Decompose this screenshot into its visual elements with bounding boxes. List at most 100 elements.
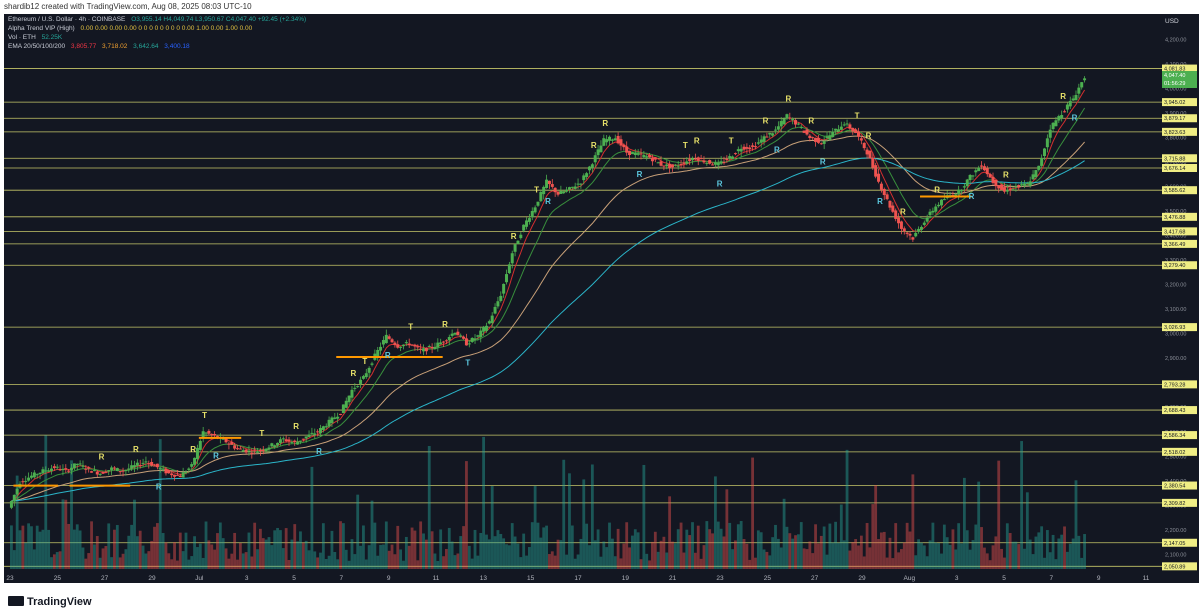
volume-bar xyxy=(416,560,420,569)
signal-label: R xyxy=(900,207,906,216)
volume-bar xyxy=(1003,557,1006,569)
price-axis[interactable]: USD4,200.004,100.004,000.003,900.003,800… xyxy=(1162,14,1199,583)
volume-bar xyxy=(373,522,377,569)
signal-label: T xyxy=(855,112,860,121)
candle-body xyxy=(422,348,426,352)
candle-body xyxy=(1074,94,1078,101)
candle-body xyxy=(960,189,964,192)
candle-body xyxy=(610,139,614,141)
volume-bar xyxy=(997,460,1001,569)
candle-body xyxy=(58,469,62,471)
volume-bar xyxy=(988,560,992,569)
candle-body xyxy=(98,474,102,476)
legend-ema-row: EMA 20/50/100/200 3,805.77 3,718.02 3,64… xyxy=(8,43,194,50)
candle-body xyxy=(968,174,972,181)
y-axis-tick-label: 2,500.00 xyxy=(1165,454,1186,460)
volume-bar xyxy=(671,541,674,569)
candle-body xyxy=(213,433,217,436)
candle-body xyxy=(32,472,36,478)
signal-label: R xyxy=(591,141,597,150)
volume-bar xyxy=(333,551,337,569)
volume-bar xyxy=(711,533,714,569)
candle-body xyxy=(888,200,892,208)
volume-bar xyxy=(1000,548,1003,569)
volume-bar xyxy=(874,485,878,569)
candle-body xyxy=(931,210,935,213)
volume-bar xyxy=(1060,534,1064,569)
candle-body xyxy=(1020,183,1024,185)
candle-body xyxy=(350,389,354,398)
volume-bar xyxy=(184,532,188,569)
volume-bar xyxy=(133,499,136,569)
volume-bar xyxy=(633,529,637,569)
candle-body xyxy=(685,161,689,164)
signal-label: R xyxy=(351,369,357,378)
level-price-label: 3,676.14 xyxy=(1164,166,1185,172)
candle-body xyxy=(882,188,886,196)
price-axis-svg[interactable]: USD4,200.004,100.004,000.003,900.003,800… xyxy=(1162,14,1199,583)
volume-bar xyxy=(888,537,892,569)
volume-bar xyxy=(742,539,746,569)
candle-body xyxy=(702,160,706,163)
volume-bar xyxy=(1048,552,1052,569)
volume-bar xyxy=(213,549,217,569)
candle-body xyxy=(842,124,846,126)
volume-bar xyxy=(799,522,803,569)
signal-label: R xyxy=(213,452,219,461)
volume-bar xyxy=(244,552,248,569)
volume-bar xyxy=(153,526,156,569)
candle-body xyxy=(264,448,268,452)
volume-bar xyxy=(542,527,546,569)
candle-body xyxy=(814,137,818,142)
candle-body xyxy=(576,183,580,185)
volume-bar xyxy=(854,539,858,569)
volume-bar xyxy=(470,558,474,569)
level-price-tag xyxy=(1162,186,1197,195)
x-axis-tick-label: 25 xyxy=(54,575,62,582)
volume-bar xyxy=(419,521,423,569)
candle-body xyxy=(244,449,248,453)
candle-body xyxy=(132,465,136,468)
candle-body xyxy=(287,439,291,442)
candle-body xyxy=(130,465,134,469)
candle-body xyxy=(779,121,783,127)
volume-bar xyxy=(44,435,48,569)
x-axis-tick-label: 17 xyxy=(574,575,582,582)
volume-bar xyxy=(651,541,654,569)
signal-label: T xyxy=(465,359,470,368)
volume-bar xyxy=(825,554,829,569)
candle-body xyxy=(613,138,617,141)
candle-body xyxy=(599,145,603,153)
volume-bar xyxy=(1074,480,1078,569)
volume-bar xyxy=(759,532,763,569)
candle-body xyxy=(676,165,680,167)
candle-body xyxy=(396,344,400,348)
volume-bar xyxy=(619,558,623,569)
volume-bars xyxy=(10,435,1086,569)
volume-bar xyxy=(862,556,866,569)
volume-bar xyxy=(940,553,943,569)
volume-bar xyxy=(155,523,159,569)
volume-bar xyxy=(113,529,116,569)
volume-bar xyxy=(782,498,786,569)
volume-bar xyxy=(307,550,311,569)
candle-body xyxy=(550,184,554,187)
volume-bar xyxy=(72,529,76,569)
candle-body xyxy=(359,379,363,384)
volume-bar xyxy=(937,543,941,569)
candle-body xyxy=(187,468,191,470)
candle-body xyxy=(347,395,351,403)
volume-bar xyxy=(794,535,797,569)
candle-body xyxy=(859,138,863,141)
signal-label: R xyxy=(1060,92,1066,101)
x-axis-tick-label: Jul xyxy=(195,575,204,582)
volume-bar xyxy=(831,542,835,569)
volume-bar xyxy=(905,522,909,569)
volume-bar xyxy=(739,521,743,569)
legend-symbol: Ethereum / U.S. Dollar · 4h · COINBASE xyxy=(8,16,126,23)
candle-body xyxy=(161,468,165,470)
volume-bar xyxy=(67,523,71,569)
volume-bar xyxy=(728,522,732,569)
